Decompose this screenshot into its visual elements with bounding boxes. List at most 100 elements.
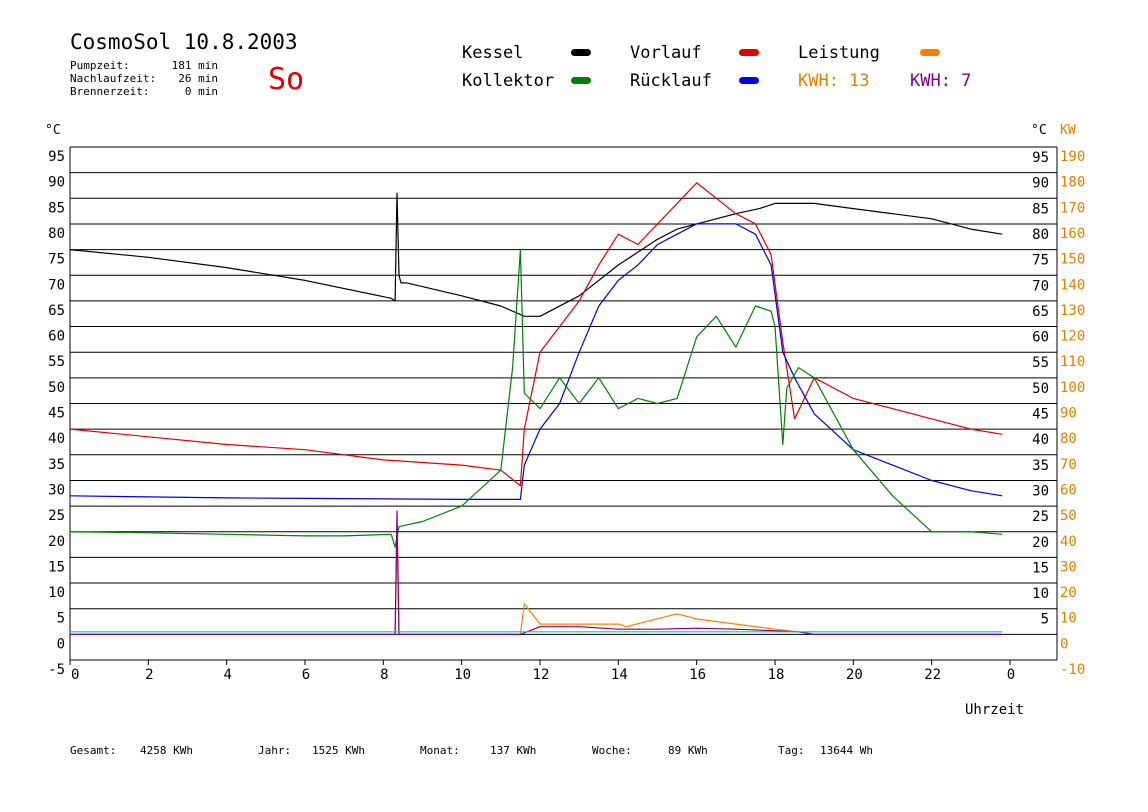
y-kw-tick-label: 60 xyxy=(1060,482,1077,498)
y-left-tick-label: 0 xyxy=(57,636,65,652)
y-left-unit: °C xyxy=(45,123,61,138)
y-left-tick-label: 40 xyxy=(48,431,65,447)
y-left-tick-label: 65 xyxy=(48,303,65,319)
y-left-tick-label: 95 xyxy=(48,149,65,165)
x-tick-label: 4 xyxy=(223,667,231,683)
footer-jahr-value: 1525 KWh xyxy=(312,744,365,757)
weekday-label: So xyxy=(268,62,305,97)
legend-kwh-leistung: KWH: 13 xyxy=(798,71,870,91)
series-line-kwh-7 xyxy=(70,510,1003,636)
x-tick-label: 20 xyxy=(846,667,863,683)
x-tick-label: 2 xyxy=(145,667,153,683)
y-right-tick-label: 15 xyxy=(1032,560,1049,576)
nachlaufzeit-value: 26 min xyxy=(178,72,218,85)
y-kw-tick-label: 50 xyxy=(1060,508,1077,524)
y-right-tick-label: 80 xyxy=(1032,227,1049,243)
legend-kwh-second: KWH: 7 xyxy=(910,71,972,91)
y-left-tick-label: 35 xyxy=(48,457,65,473)
nachlaufzeit-label: Nachlaufzeit: xyxy=(70,72,157,85)
y-kw-tick-label: 160 xyxy=(1060,226,1085,242)
footer-jahr-label: Jahr: xyxy=(258,744,292,757)
y-kw-tick-label: 40 xyxy=(1060,534,1077,550)
y-right-tick-label: 10 xyxy=(1032,586,1049,602)
brennerzeit-value: 0 min xyxy=(184,85,218,98)
y-left-tick-label: 10 xyxy=(48,585,65,601)
legend-vorlauf-label: Vorlauf xyxy=(630,43,702,63)
y-kw-tick-label: 180 xyxy=(1060,175,1085,191)
footer-monat-label: Monat: xyxy=(420,744,460,757)
y-left-tick-label: 5 xyxy=(57,611,65,627)
y-kw-tick-label: 190 xyxy=(1060,149,1085,165)
series-line-r-cklauf xyxy=(69,223,1003,500)
x-tick-label: 6 xyxy=(302,667,310,683)
y-left-tick-label: 50 xyxy=(48,380,65,396)
y-right-tick-label: 20 xyxy=(1032,535,1049,551)
y-kw-tick-label: 30 xyxy=(1060,559,1077,575)
y-kw-tick-label: 90 xyxy=(1060,406,1077,422)
legend-leistung-label: Leistung xyxy=(798,43,880,63)
x-tick-label: 14 xyxy=(611,667,628,683)
legend-kessel-label: Kessel xyxy=(462,43,524,63)
footer-monat-value: 137 KWh xyxy=(490,744,537,757)
x-tick-label: 22 xyxy=(924,667,941,683)
legend-leistung-swatch xyxy=(920,49,940,56)
y-right-tick-label: 30 xyxy=(1032,483,1049,499)
legend-kollektor-label: Kollektor xyxy=(462,71,555,91)
y-kw-tick-label: 120 xyxy=(1060,329,1085,345)
y-right-tick-label: 65 xyxy=(1032,304,1049,320)
y-left-tick-label: 30 xyxy=(48,482,65,498)
y-right-tick-label: 60 xyxy=(1032,330,1049,346)
y-left-tick-label: 15 xyxy=(48,559,65,575)
x-tick-label: 8 xyxy=(380,667,388,683)
y-left-tick-label: 45 xyxy=(48,406,65,422)
y-left-tick-label: 60 xyxy=(48,329,65,345)
y-right-tick-label: 40 xyxy=(1032,432,1049,448)
x-tick-label: 12 xyxy=(533,667,550,683)
y-kw-tick-label: 0 xyxy=(1060,636,1068,652)
y-kw-tick-label: 150 xyxy=(1060,252,1085,268)
x-tick-label: 10 xyxy=(454,667,471,683)
y-kw-tick-label: 130 xyxy=(1060,303,1085,319)
y-right-tick-label: 90 xyxy=(1032,176,1049,192)
footer-woche-value: 89 KWh xyxy=(668,744,708,757)
y-left-tick-label: 20 xyxy=(48,534,65,550)
y-left-tick-label: -5 xyxy=(48,662,65,678)
y-right-tick-label: 5 xyxy=(1041,612,1049,628)
y-right-tick-label: 70 xyxy=(1032,278,1049,294)
y-right-tick-label: 50 xyxy=(1032,381,1049,397)
footer-tag-value: 13644 Wh xyxy=(820,744,873,757)
footer-gesamt-label: Gesamt: xyxy=(70,744,117,757)
y-kw-tick-label: -10 xyxy=(1060,662,1085,678)
x-tick-label: 16 xyxy=(689,667,706,683)
y-kw-tick-label: 140 xyxy=(1060,277,1085,293)
y-left-tick-label: 70 xyxy=(48,277,65,293)
series-line-kessel xyxy=(69,192,1003,317)
x-tick-label: 0 xyxy=(1007,667,1015,683)
footer-gesamt-value: 4258 KWh xyxy=(140,744,193,757)
legend-ruecklauf-swatch xyxy=(739,77,759,84)
pumpzeit-value: 181 min xyxy=(171,59,218,72)
y-left-tick-label: 85 xyxy=(48,200,65,216)
y-kw-tick-label: 20 xyxy=(1060,585,1077,601)
legend-kessel-swatch xyxy=(571,49,591,56)
y-kw-tick-label: 100 xyxy=(1060,380,1085,396)
chart-title: CosmoSol 10.8.2003 xyxy=(70,30,298,54)
series-line-vorlauf xyxy=(69,182,1003,487)
y-right-tick-label: 55 xyxy=(1032,355,1049,371)
y-kw-tick-label: 70 xyxy=(1060,457,1077,473)
pumpzeit-label: Pumpzeit: xyxy=(70,59,130,72)
y-right-tick-label: 85 xyxy=(1032,201,1049,217)
series-line-leistung xyxy=(70,536,1003,636)
y-left-tick-label: 25 xyxy=(48,508,65,524)
series-line-kollektor xyxy=(69,249,1003,548)
x-tick-label: 0 xyxy=(71,667,79,683)
x-tick-label: 18 xyxy=(768,667,785,683)
y-right-unit: °C xyxy=(1031,123,1047,138)
legend-vorlauf-swatch xyxy=(739,49,759,56)
legend-ruecklauf-label: Rücklauf xyxy=(630,71,712,91)
y-kw-tick-label: 170 xyxy=(1060,200,1085,216)
y-right-tick-label: 25 xyxy=(1032,509,1049,525)
y-left-tick-label: 75 xyxy=(48,252,65,268)
y-kw-tick-label: 110 xyxy=(1060,354,1085,370)
